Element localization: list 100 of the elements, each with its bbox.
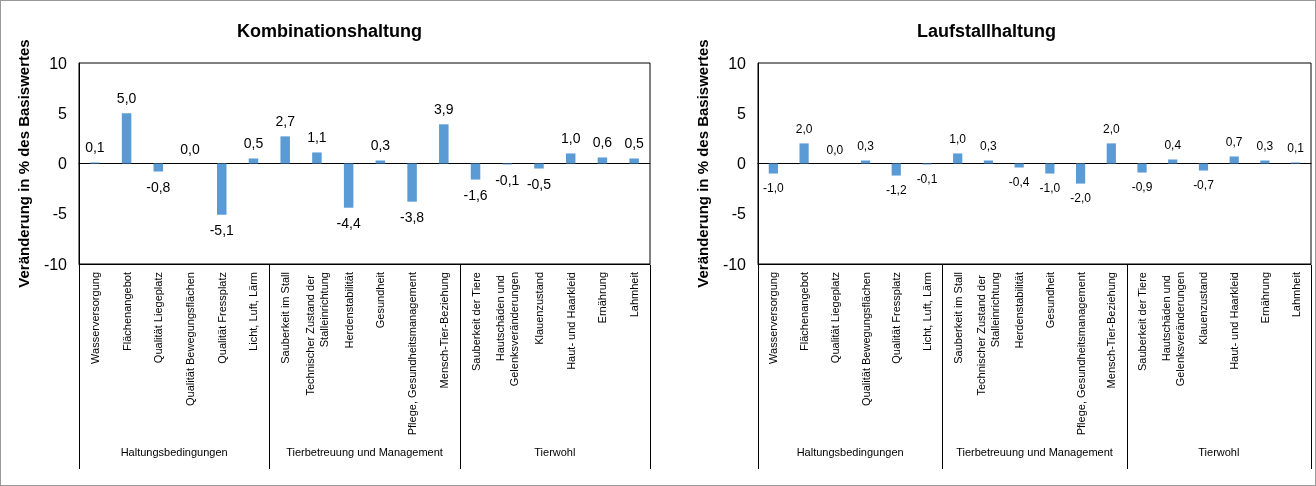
bar [280,136,290,164]
x-tick-label: Lahmheit [628,272,641,318]
x-tick-label: Licht, Luft, Lärm [920,272,933,351]
x-tick-label: Mensch-Tier-Beziehung [1105,272,1118,389]
bar [1045,163,1055,174]
bar [121,113,132,164]
data-label: 0,3 [857,139,875,154]
data-label: 0,3 [980,139,998,154]
x-tick-label: Wasserversorgung [767,272,780,364]
data-label: -1,2 [885,182,907,197]
data-label: 1,0 [949,132,967,147]
data-label: -3,8 [400,208,425,225]
x-tick-label: Wasserversorgung [88,272,101,364]
bar [565,153,576,164]
x-tick-label: Qualität Bewegungsflächen [184,272,197,406]
data-label: 0,1 [85,139,105,156]
x-tick-label: Qualität Fressplatz [890,272,903,364]
data-label: 0,6 [592,134,613,151]
bar [1137,163,1147,173]
y-tick-label: 10 [728,54,747,72]
x-tick-label: Flächenangebot [798,272,811,351]
bar [799,143,809,164]
bar [1014,163,1024,168]
chart-title: Kombinationshaltung [237,21,422,41]
data-label: 0,0 [826,142,844,157]
data-label: -0,4 [1008,174,1030,189]
data-label: 1,1 [307,129,327,146]
x-tick-label: Herdenstabilität [342,272,355,349]
x-tick-label: Hautschäden und Gelenksveränderungen [494,272,521,387]
x-tick-label: Ernährung [1258,272,1271,324]
x-tick-label: Haut- und Haarkleid [1228,272,1241,370]
text: Tierbetreuung und Management [956,446,1113,458]
bar [534,163,544,169]
data-label: -5,1 [209,221,235,238]
bar [1260,160,1270,164]
data-label: 0,3 [370,137,391,154]
data-label: -1,6 [463,186,488,203]
bar [1198,163,1209,171]
data-label: 0,0 [180,140,200,157]
bar [1075,163,1086,184]
data-label: -0,5 [526,175,552,192]
x-tick-label: Qualität Liegeplatz [828,272,841,364]
x-tick-label: Sauberkeit im Stall [951,272,964,364]
data-label: -4,4 [336,214,361,231]
data-label: 3,9 [434,101,454,118]
x-tick-label: Pflege, Gesundheitsmanagement [1074,272,1087,436]
bar [1229,156,1239,164]
data-label: -2,0 [1070,190,1092,205]
bar [407,163,417,202]
bar [953,153,963,164]
text: Haltungsbedingungen [120,446,228,458]
y-axis-title: Veränderung in % des Basiswertes [694,39,711,288]
data-label: 2,7 [275,113,296,130]
y-axis-title: Veränderung in % des Basiswertes [15,39,32,288]
x-tick-label: Technischer Zustand der Stalleinrichtung [975,272,1002,396]
bar [629,158,639,164]
y-tick-label: -10 [43,255,68,273]
data-label: 0,3 [1256,139,1274,154]
x-tick-label: Qualität Liegeplatz [152,272,165,364]
x-tick-label: Hautschäden und Gelenksveränderungen [1159,272,1186,387]
x-tick-label: Sauberkeit der Tiere [469,272,482,372]
x-tick-label: Klauenzustand [1197,272,1210,345]
data-label: 0,7 [1225,135,1243,150]
bar [153,163,164,172]
bar [439,124,449,164]
data-label: -0,9 [1131,179,1153,194]
data-label: -1,0 [1039,180,1061,195]
x-tick-label: Gesundheit [374,272,387,329]
data-label: -0,8 [146,178,171,195]
data-label: 2,0 [795,122,813,137]
data-label: -0,7 [1193,177,1215,192]
data-label: 0,5 [624,135,645,152]
x-tick-label: Licht, Luft, Lärm [247,272,260,351]
bar [768,163,778,174]
bar [343,163,354,208]
bar [470,163,481,180]
bar [1106,143,1116,164]
y-tick-label: 0 [737,155,747,172]
bar [860,160,871,164]
data-label: 0,1 [1287,141,1305,156]
x-tick-label: Mensch-Tier-Beziehung [437,272,450,389]
x-tick-label: Gesundheit [1043,272,1056,329]
y-tick-label: 5 [58,104,68,122]
y-tick-label: -5 [731,205,747,223]
data-label: -0,1 [495,171,520,188]
y-tick-label: 5 [737,104,747,122]
y-tick-label: 10 [49,54,68,72]
y-tick-label: -5 [52,205,68,223]
bar [375,160,386,164]
data-label: -1,0 [763,180,785,195]
x-tick-label: Sauberkeit der Tiere [1136,272,1149,372]
x-tick-label: Lahmheit [1289,272,1302,318]
x-tick-label: Qualität Bewegungsflächen [859,272,872,406]
bar [597,157,608,164]
chart-title: Laufstallhaltung [917,21,1056,41]
x-tick-label: Klauenzustand [532,272,545,345]
x-tick-label: Ernährung [596,272,609,324]
bar [1168,159,1178,164]
bar [312,152,322,164]
x-tick-label: Pflege, Gesundheitsmanagement [406,272,419,436]
